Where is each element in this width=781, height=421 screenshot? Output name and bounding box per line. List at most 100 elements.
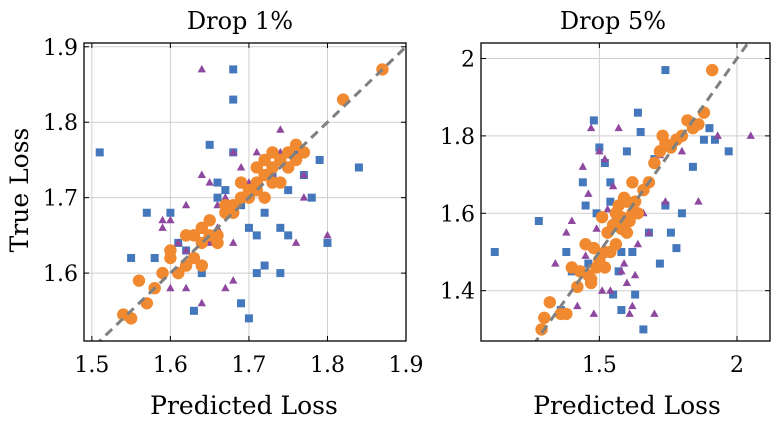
square-point [677, 209, 686, 218]
square-point [639, 325, 648, 334]
markers-right [490, 43, 755, 341]
chart-right: Drop 5% 1.5 2 1.4 1.6 1.8 2 Predicted Loss [440, 7, 771, 420]
triangle-point [586, 123, 596, 132]
circle-point [187, 251, 201, 265]
square-point [150, 254, 159, 263]
triangle-point [181, 200, 191, 209]
square-point [606, 178, 615, 187]
plot-area-left: 1.5 1.6 1.7 1.8 1.9 1.6 1.7 1.8 1.9 [43, 36, 424, 378]
square-point [534, 217, 543, 226]
triangle-point [597, 286, 607, 294]
triangle-point [581, 251, 590, 259]
circle-point [609, 238, 623, 251]
circle-point [258, 153, 271, 167]
square-point [260, 261, 269, 270]
square-point [276, 223, 285, 232]
triangle-point [713, 131, 722, 139]
square-point [688, 162, 697, 171]
y-tick-label: 2 [461, 47, 475, 72]
square-point [276, 269, 285, 278]
circle-point [195, 259, 209, 272]
triangle-point [158, 215, 167, 224]
triangle-point [650, 309, 659, 317]
circle-point [626, 176, 639, 189]
square-point [354, 163, 363, 172]
identity-line [534, 43, 750, 341]
square-point [307, 193, 316, 202]
square-point [252, 269, 261, 278]
circle-point [203, 214, 216, 227]
circle-point [626, 207, 639, 220]
square-point [197, 269, 206, 278]
triangle-point [595, 146, 604, 155]
square-point [127, 254, 136, 263]
triangle-point [589, 309, 599, 317]
square-point [229, 65, 238, 74]
x-tick-label: 1.5 [582, 353, 617, 378]
square-point [617, 247, 626, 256]
triangle-point [617, 266, 626, 275]
square-point [592, 209, 601, 218]
triangle-point [229, 276, 238, 284]
square-point [205, 140, 214, 149]
triangle-point [606, 286, 615, 294]
circle-point [258, 191, 271, 204]
triangle-point [221, 283, 230, 292]
circle-point [560, 307, 573, 321]
circle-point [234, 176, 248, 189]
triangle-point [614, 123, 623, 132]
square-point [260, 208, 269, 217]
circle-point [266, 161, 279, 174]
triangle-point [291, 238, 301, 246]
triangle-point [578, 162, 588, 170]
y-tick-label: 1.7 [43, 187, 78, 212]
identity-line [97, 44, 406, 341]
triangle-point [694, 197, 703, 205]
triangle-point [603, 204, 612, 213]
y-tick-label: 1.6 [440, 202, 475, 227]
square-point [617, 306, 626, 315]
triangle-point [221, 193, 230, 201]
circle-point [587, 241, 601, 255]
triangle-point [166, 215, 175, 224]
square-point [661, 201, 670, 210]
triangle-point [628, 301, 637, 310]
square-point [142, 208, 151, 217]
circle-point [124, 312, 138, 325]
triangle-point [174, 238, 183, 246]
triangle-point [197, 64, 207, 73]
triangle-point [236, 162, 246, 171]
triangle-point [567, 216, 577, 225]
triangle-point [573, 301, 582, 310]
triangle-point [197, 298, 207, 307]
square-point [631, 290, 640, 299]
x-tick-label: 2 [730, 353, 744, 378]
square-point [581, 201, 590, 210]
triangle-point [299, 193, 309, 201]
plot-frame [480, 42, 771, 342]
triangle-point [166, 283, 175, 292]
triangle-point [229, 147, 238, 156]
circle-point [538, 311, 551, 324]
square-point [213, 193, 222, 202]
square-point [606, 197, 615, 206]
triangle-point [584, 189, 593, 197]
circle-point [266, 146, 279, 159]
circle-point [595, 210, 609, 224]
circle-point [571, 280, 584, 294]
circle-point [289, 138, 303, 152]
square-point [724, 147, 733, 156]
circle-point [692, 118, 705, 131]
triangle-point [622, 278, 632, 286]
triangle-point [551, 259, 560, 267]
square-point [672, 244, 681, 253]
circle-point [648, 156, 661, 170]
circle-point [598, 261, 612, 274]
y-tick-label: 1.9 [43, 36, 78, 61]
square-point [584, 259, 593, 268]
square-point [229, 95, 238, 104]
circle-point [187, 229, 201, 242]
circle-point [211, 236, 224, 250]
square-point [614, 267, 623, 276]
square-point [95, 148, 104, 157]
